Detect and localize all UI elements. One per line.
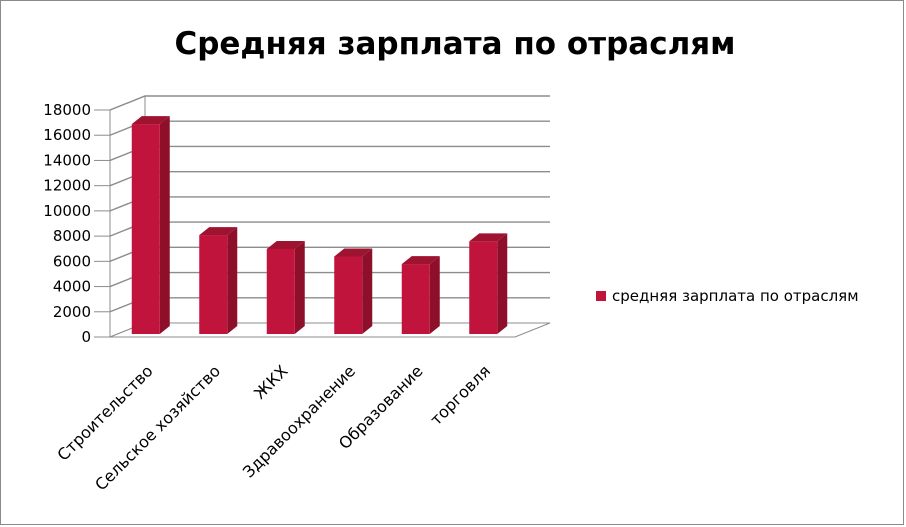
bar-top [131,116,170,125]
y-tick-label: 16000 [43,126,91,144]
bar-side [362,248,373,334]
bar [401,256,440,334]
bar [266,240,305,334]
bar-top [266,240,305,249]
bar-side [429,256,440,334]
bar [199,227,238,334]
bar [131,116,170,334]
bar-side [227,227,238,334]
y-tick-label: 18000 [43,101,91,119]
gridline [109,120,550,136]
legend-label: средняя зарплата по отраслям [612,287,859,305]
bar-side [497,233,508,334]
bar-front [401,264,430,334]
bar-top [401,256,440,265]
bar-top [334,248,373,257]
bar-side [159,116,170,334]
y-tick-label: 6000 [53,252,91,270]
bars [131,116,508,334]
y-tick-label: 10000 [43,202,91,220]
bar [334,248,373,334]
legend-swatch [596,291,606,301]
chart-title: Средняя зарплата по отраслям [174,26,735,62]
bar-side [294,240,305,334]
bar-front [334,256,363,334]
x-tick-label: ЖКХ [250,361,291,402]
y-tick-label: 2000 [53,303,91,321]
bar-front [131,124,160,334]
y-tick-label: 8000 [53,227,91,245]
bar-top [469,233,508,242]
gridline [109,196,550,212]
x-tick-label: Сельское хозяйство [91,361,224,494]
y-tick-label: 14000 [43,151,91,169]
bar-front [199,235,228,334]
gridline [109,95,550,111]
gridline [109,170,550,187]
bar-top [199,227,238,236]
gridline [109,145,550,162]
y-tick-label: 0 [81,328,91,346]
y-tick-label: 4000 [53,278,91,296]
y-tick-label: 12000 [43,177,91,195]
bar-front [469,241,498,334]
x-tick-label: торговля [426,361,494,429]
bar [469,233,508,334]
bar-front [266,248,295,334]
legend: средняя зарплата по отраслям [596,287,859,305]
x-tick-label: Здравоохранение [239,361,359,481]
y-axis-ticks: 0 2000 4000 6000 8000 10000 12000 14000 16000 180… [43,101,111,346]
